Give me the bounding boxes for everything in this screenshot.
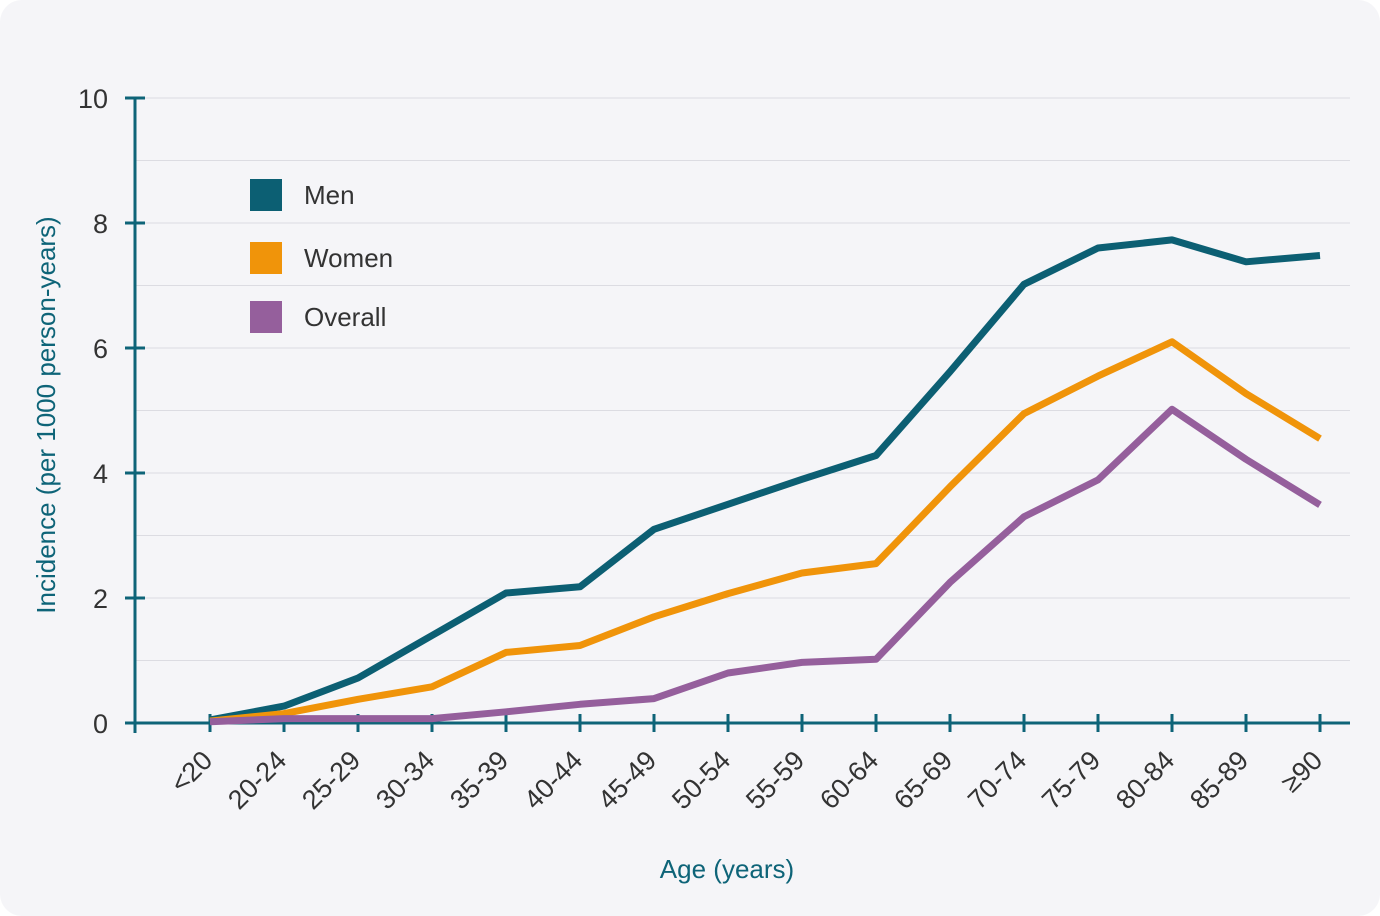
series-line-women bbox=[209, 338, 1322, 725]
x-tick-label: <20 bbox=[165, 745, 219, 799]
x-tick-label: 45-49 bbox=[592, 745, 662, 815]
legend-swatch-overall bbox=[250, 301, 282, 333]
x-tick-label: 35-39 bbox=[444, 745, 514, 815]
series-line-overall bbox=[209, 405, 1322, 726]
y-tick-label: 2 bbox=[93, 584, 108, 614]
y-tick-label: 4 bbox=[93, 459, 108, 489]
x-tick-label: 70-74 bbox=[962, 745, 1032, 815]
y-tick-label: 8 bbox=[93, 209, 108, 239]
legend-swatch-women bbox=[250, 242, 282, 274]
x-tick-label: 60-64 bbox=[814, 745, 884, 815]
x-tick-label: 80-84 bbox=[1110, 745, 1180, 815]
x-tick-label: 50-54 bbox=[666, 745, 736, 815]
y-axis-title: Incidence (per 1000 person-years) bbox=[31, 216, 61, 613]
x-tick-label: 25-29 bbox=[296, 745, 366, 815]
x-tick-label: 55-59 bbox=[740, 745, 810, 815]
y-tick-label: 10 bbox=[78, 84, 108, 114]
x-tick-label: 65-69 bbox=[888, 745, 958, 815]
x-tick-label: 40-44 bbox=[518, 745, 588, 815]
x-tick-label: 85-89 bbox=[1184, 745, 1254, 815]
legend: Men Women Overall bbox=[250, 179, 393, 333]
y-tick-label: 0 bbox=[93, 709, 108, 739]
legend-swatch-men bbox=[250, 179, 282, 211]
legend-label-women: Women bbox=[304, 243, 393, 273]
x-tick-label: 75-79 bbox=[1036, 745, 1106, 815]
series-line-men bbox=[209, 236, 1321, 724]
y-axis-ticks: 0 2 4 6 8 10 bbox=[78, 84, 145, 739]
y-tick-label: 6 bbox=[93, 334, 108, 364]
gridlines bbox=[135, 97, 1350, 661]
x-tick-label: 30-34 bbox=[370, 745, 440, 815]
x-axis-title: Age (years) bbox=[660, 854, 794, 884]
axes bbox=[133, 98, 1350, 733]
series-lines bbox=[209, 236, 1322, 726]
legend-label-men: Men bbox=[304, 180, 355, 210]
x-tick-label: ≥90 bbox=[1275, 745, 1328, 798]
x-axis-ticks: <20 20-24 25-29 30-34 35-39 40-44 45-49 50-54 55… bbox=[165, 714, 1328, 815]
x-tick-label: 20-24 bbox=[222, 745, 292, 815]
legend-label-overall: Overall bbox=[304, 302, 386, 332]
